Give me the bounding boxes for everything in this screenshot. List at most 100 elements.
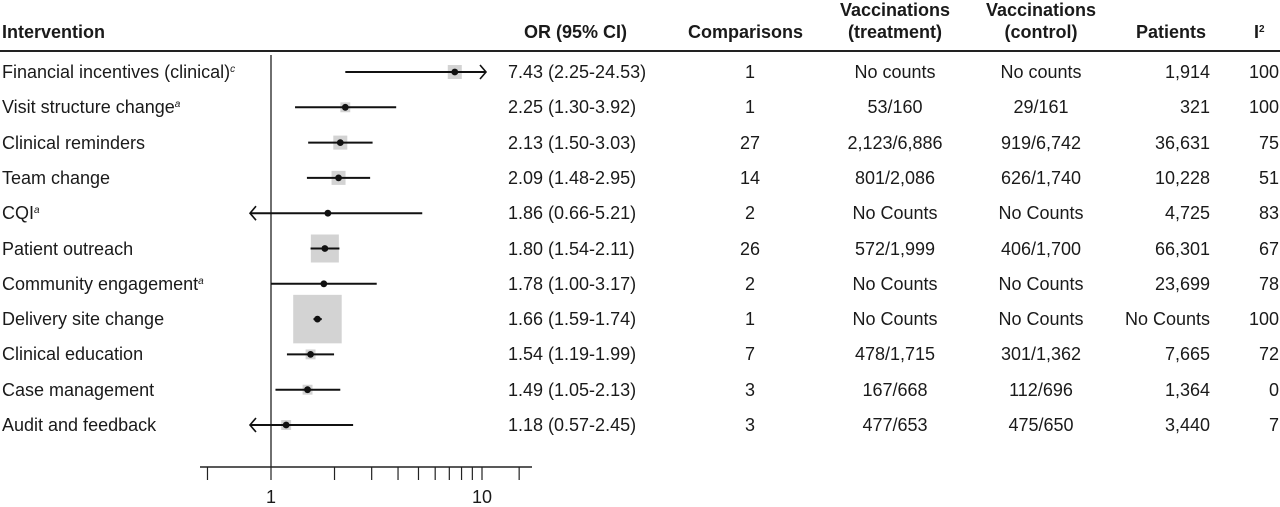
point-estimate <box>307 351 314 358</box>
header-vaccinations-treatment: Vaccinations (treatment) <box>830 0 960 43</box>
row-comparisons: 26 <box>739 238 761 259</box>
row-patients: 7,665 <box>1164 344 1210 365</box>
header-i2-sup: 2 <box>1259 24 1265 35</box>
row-or-ci: 2.13 (1.50-3.03) <box>508 132 637 153</box>
row-i2: 75 <box>1258 132 1279 153</box>
footnote-marker: c <box>230 64 236 75</box>
row-vaccinations-treatment: No Counts <box>852 203 938 224</box>
row-i2: 51 <box>1258 167 1279 188</box>
row-vaccinations-control: 29/161 <box>1013 97 1069 118</box>
point-estimate <box>341 103 349 111</box>
row-vaccinations-treatment: No Counts <box>852 309 938 330</box>
row-or-ci: 1.80 (1.54-2.11) <box>508 238 635 259</box>
row-patients: 66,301 <box>1154 238 1210 259</box>
header-vaccinations-treatment-line1: Vaccinations <box>839 0 951 20</box>
row-i2: 100 <box>1248 62 1279 82</box>
point-estimate <box>335 174 342 182</box>
row-comparisons: 2 <box>744 273 755 294</box>
row-i2: 78 <box>1258 273 1279 294</box>
row-comparisons: 14 <box>739 167 761 188</box>
header-vaccinations-control-line2: (control) <box>1004 22 1078 42</box>
row-comparisons: 2 <box>744 203 755 224</box>
row-patients: 1,914 <box>1164 62 1210 82</box>
row-or-ci: 2.25 (1.30-3.92) <box>508 97 637 118</box>
header-vaccinations-control: Vaccinations (control) <box>976 0 1106 43</box>
row-intervention: Audit and feedback <box>2 415 157 435</box>
header-intervention: Intervention <box>2 22 106 42</box>
row-vaccinations-control: No counts <box>1000 62 1082 82</box>
row-comparisons: 3 <box>744 379 755 400</box>
row-vaccinations-control: 626/1,740 <box>1000 167 1082 188</box>
row-intervention: Patient outreach <box>2 238 134 259</box>
row-intervention: Clinical education <box>2 344 144 365</box>
row-vaccinations-treatment: 167/668 <box>862 379 928 400</box>
footnote-marker: a <box>174 99 181 111</box>
header-comparisons: Comparisons <box>688 22 804 42</box>
row-patients: 10,228 <box>1154 167 1210 188</box>
row-vaccinations-control: 475/650 <box>1008 415 1074 435</box>
header-i2-base: I <box>1254 22 1260 42</box>
row-comparisons: 1 <box>744 309 755 330</box>
row-or-ci: 2.09 (1.48-2.95) <box>508 167 637 188</box>
row-patients: 321 <box>1179 97 1210 118</box>
header-vaccinations-treatment-line2: (treatment) <box>847 22 942 42</box>
row-vaccinations-treatment: No counts <box>854 62 936 82</box>
row-vaccinations-control: No Counts <box>998 273 1084 294</box>
point-estimate <box>320 280 328 288</box>
x-tick-label: 10 <box>472 487 492 507</box>
row-vaccinations-treatment: 801/2,086 <box>854 167 936 188</box>
point-estimate <box>304 386 311 394</box>
row-i2: 0 <box>1268 379 1279 400</box>
header-patients: Patients <box>1136 22 1207 42</box>
row-patients: 4,725 <box>1164 203 1210 224</box>
row-intervention: Delivery site change <box>2 309 165 330</box>
row-patients: 36,631 <box>1154 132 1210 153</box>
row-or-ci: 1.66 (1.59-1.74) <box>508 309 637 330</box>
row-vaccinations-treatment: No Counts <box>852 273 938 294</box>
row-vaccinations-treatment: 477/653 <box>862 415 928 435</box>
row-i2: 100 <box>1248 309 1279 330</box>
point-estimate <box>321 245 329 252</box>
row-intervention: CQIa <box>2 203 40 224</box>
row-i2: 67 <box>1258 238 1279 259</box>
header-or-ci: OR (95% CI) <box>524 22 628 42</box>
point-estimate <box>336 139 344 147</box>
row-patients: No Counts <box>1124 309 1210 330</box>
row-intervention: Community engagementa <box>2 273 204 294</box>
row-comparisons: 7 <box>744 344 755 365</box>
row-i2: 100 <box>1248 97 1279 118</box>
row-vaccinations-control: No Counts <box>998 309 1084 330</box>
row-or-ci: 7.43 (2.25-24.53) <box>508 62 647 82</box>
row-or-ci: 1.54 (1.19-1.99) <box>508 344 637 365</box>
row-vaccinations-treatment: 478/1,715 <box>854 344 936 365</box>
row-or-ci: 1.78 (1.00-3.17) <box>508 273 637 294</box>
row-vaccinations-control: 112/696 <box>1009 379 1073 400</box>
row-vaccinations-treatment: 2,123/6,886 <box>847 132 943 153</box>
point-estimate <box>324 209 332 217</box>
row-i2: 7 <box>1268 415 1279 435</box>
row-comparisons: 27 <box>739 132 761 153</box>
row-vaccinations-treatment: 572/1,999 <box>854 238 936 259</box>
row-or-ci: 1.49 (1.05-2.13) <box>508 379 637 400</box>
row-patients: 1,364 <box>1164 379 1210 400</box>
point-estimate <box>282 421 290 429</box>
header-vaccinations-control-line1: Vaccinations <box>985 0 1097 20</box>
row-or-ci: 1.18 (0.57-2.45) <box>508 415 637 435</box>
point-estimate <box>451 68 459 76</box>
row-comparisons: 1 <box>744 97 755 118</box>
point-estimate <box>314 315 321 323</box>
row-intervention: Case management <box>2 379 155 400</box>
row-comparisons: 1 <box>744 62 755 82</box>
row-intervention: Visit structure changea <box>2 97 181 118</box>
row-patients: 23,699 <box>1154 273 1210 294</box>
row-or-ci: 1.86 (0.66-5.21) <box>508 203 637 224</box>
footnote-marker: a <box>198 275 204 287</box>
ci-arrow-right <box>479 64 488 80</box>
header-rule <box>0 50 1280 52</box>
row-vaccinations-control: 919/6,742 <box>1000 132 1082 153</box>
header-i2: I2 <box>1254 21 1265 43</box>
footnote-marker: a <box>34 205 40 217</box>
row-intervention: Clinical reminders <box>2 132 146 153</box>
row-vaccinations-control: 406/1,700 <box>1000 238 1082 259</box>
